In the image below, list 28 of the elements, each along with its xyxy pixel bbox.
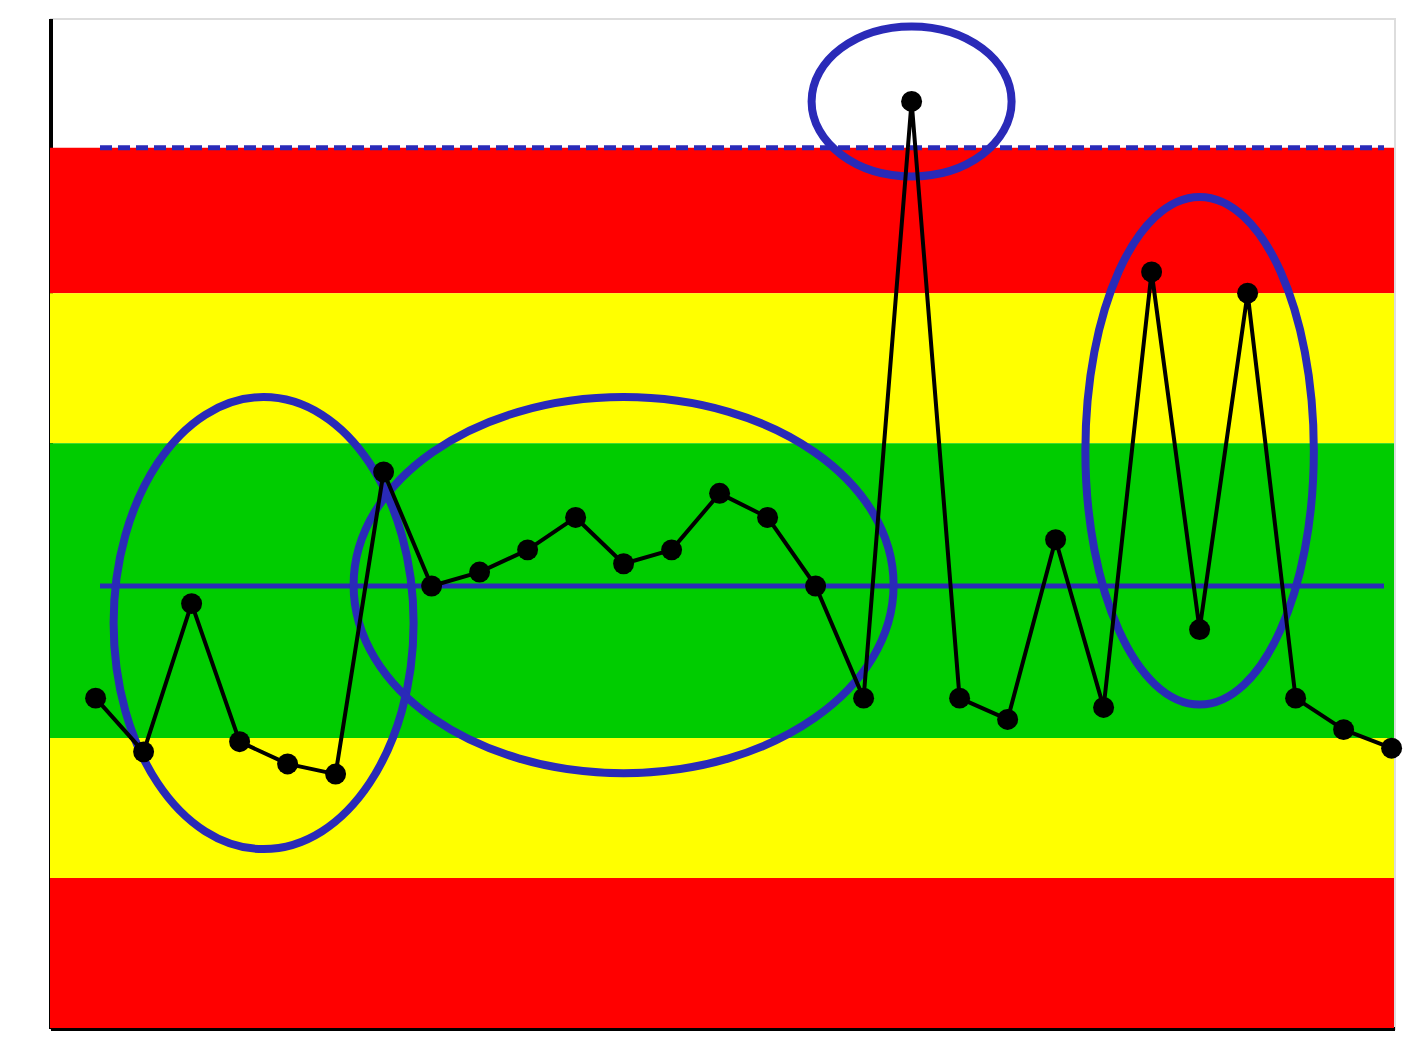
point [517,539,539,561]
point [565,506,587,528]
point [613,553,635,575]
point [1333,719,1355,741]
point [1045,529,1067,551]
point [133,741,155,763]
point [325,763,347,785]
point [709,482,731,504]
point [229,731,251,753]
point [1381,737,1403,759]
point [997,708,1019,730]
point [1237,282,1259,304]
point [373,461,395,483]
point [85,687,107,709]
point [421,575,443,597]
point [181,593,203,615]
point [901,90,923,112]
point [1189,619,1211,641]
point [277,753,299,775]
point [853,687,875,709]
point [757,506,779,528]
point [1285,687,1307,709]
point [469,561,491,583]
point [1141,261,1163,283]
point [805,575,827,597]
point [1093,696,1115,718]
point [949,687,971,709]
point [661,539,683,561]
